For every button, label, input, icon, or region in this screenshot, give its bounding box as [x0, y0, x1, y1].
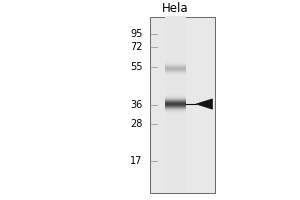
Text: 72: 72 — [130, 42, 142, 52]
Text: 36: 36 — [130, 100, 142, 110]
Polygon shape — [196, 99, 212, 109]
Bar — [150, 17, 215, 193]
Text: 28: 28 — [130, 119, 142, 129]
Text: 95: 95 — [130, 29, 142, 39]
Text: 17: 17 — [130, 156, 142, 166]
Text: Hela: Hela — [162, 2, 189, 15]
Text: 55: 55 — [130, 62, 142, 72]
